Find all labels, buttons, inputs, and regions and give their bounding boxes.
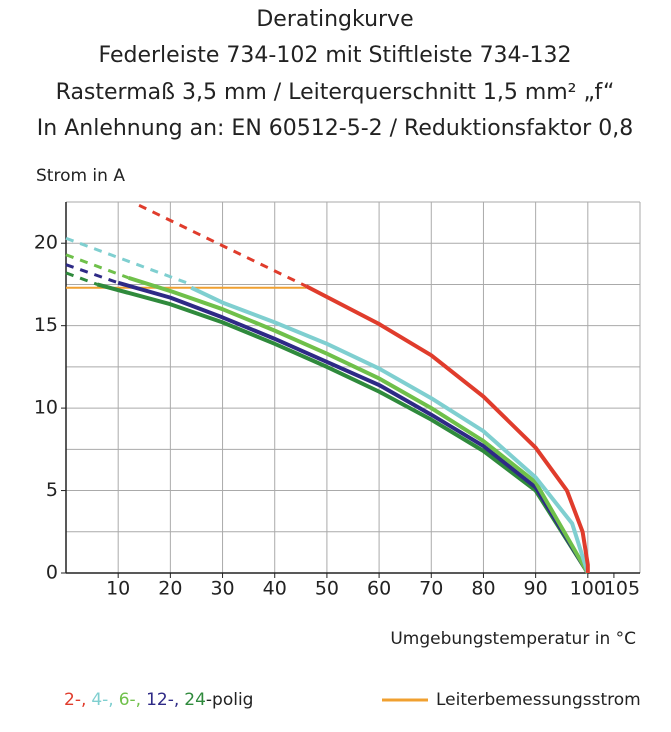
legend-label: 6-, bbox=[119, 690, 141, 710]
dashed-line bbox=[138, 203, 307, 288]
x-axis-label: Umgebungstemperatur in °C bbox=[390, 629, 636, 649]
x-tick-label: 50 bbox=[315, 578, 339, 600]
chart-subtitle: Federleiste 734-102 mit Stiftleiste 734-… bbox=[99, 43, 572, 68]
x-tick-label: 10 bbox=[106, 578, 130, 600]
y-axis-label: Strom in A bbox=[36, 166, 125, 186]
x-tick-label: 20 bbox=[158, 578, 182, 600]
chart-subtitle: Rastermaß 3,5 mm / Leiterquerschnitt 1,5… bbox=[56, 80, 615, 105]
chart-subtitle: In Anlehnung an: EN 60512-5-2 / Reduktio… bbox=[37, 116, 633, 141]
legend-label: 12-, bbox=[146, 690, 179, 710]
line bbox=[96, 282, 590, 575]
line bbox=[128, 275, 590, 574]
x-tick-label: 80 bbox=[471, 578, 495, 600]
line bbox=[190, 285, 590, 574]
x-tick-label: 30 bbox=[210, 578, 234, 600]
x-tick-label: 100 bbox=[570, 578, 606, 600]
x-tick-label: 70 bbox=[419, 578, 443, 600]
dashed-line bbox=[65, 271, 98, 286]
dashed-line bbox=[65, 253, 130, 280]
x-tick-label: 60 bbox=[367, 578, 391, 600]
x-tick-label: 105 bbox=[604, 578, 640, 600]
y-tick-label: 0 bbox=[46, 562, 58, 584]
legend-suffix: -polig bbox=[206, 690, 254, 710]
legend-label: 2-, bbox=[64, 690, 86, 710]
chart-title: Deratingkurve bbox=[256, 7, 413, 32]
dashed-line bbox=[65, 236, 192, 286]
line bbox=[117, 280, 590, 575]
y-tick-label: 20 bbox=[34, 232, 58, 254]
legend-label: Leiterbemessungsstrom bbox=[436, 690, 641, 710]
dashed-line bbox=[65, 263, 119, 285]
x-tick-label: 90 bbox=[524, 578, 548, 600]
x-tick-label: 40 bbox=[263, 578, 287, 600]
y-tick-label: 15 bbox=[34, 314, 58, 336]
y-tick-label: 5 bbox=[46, 479, 58, 501]
y-tick-label: 10 bbox=[34, 397, 58, 419]
legend-label: 24 bbox=[184, 690, 206, 710]
line bbox=[305, 284, 590, 573]
legend-label: 4-, bbox=[91, 690, 113, 710]
